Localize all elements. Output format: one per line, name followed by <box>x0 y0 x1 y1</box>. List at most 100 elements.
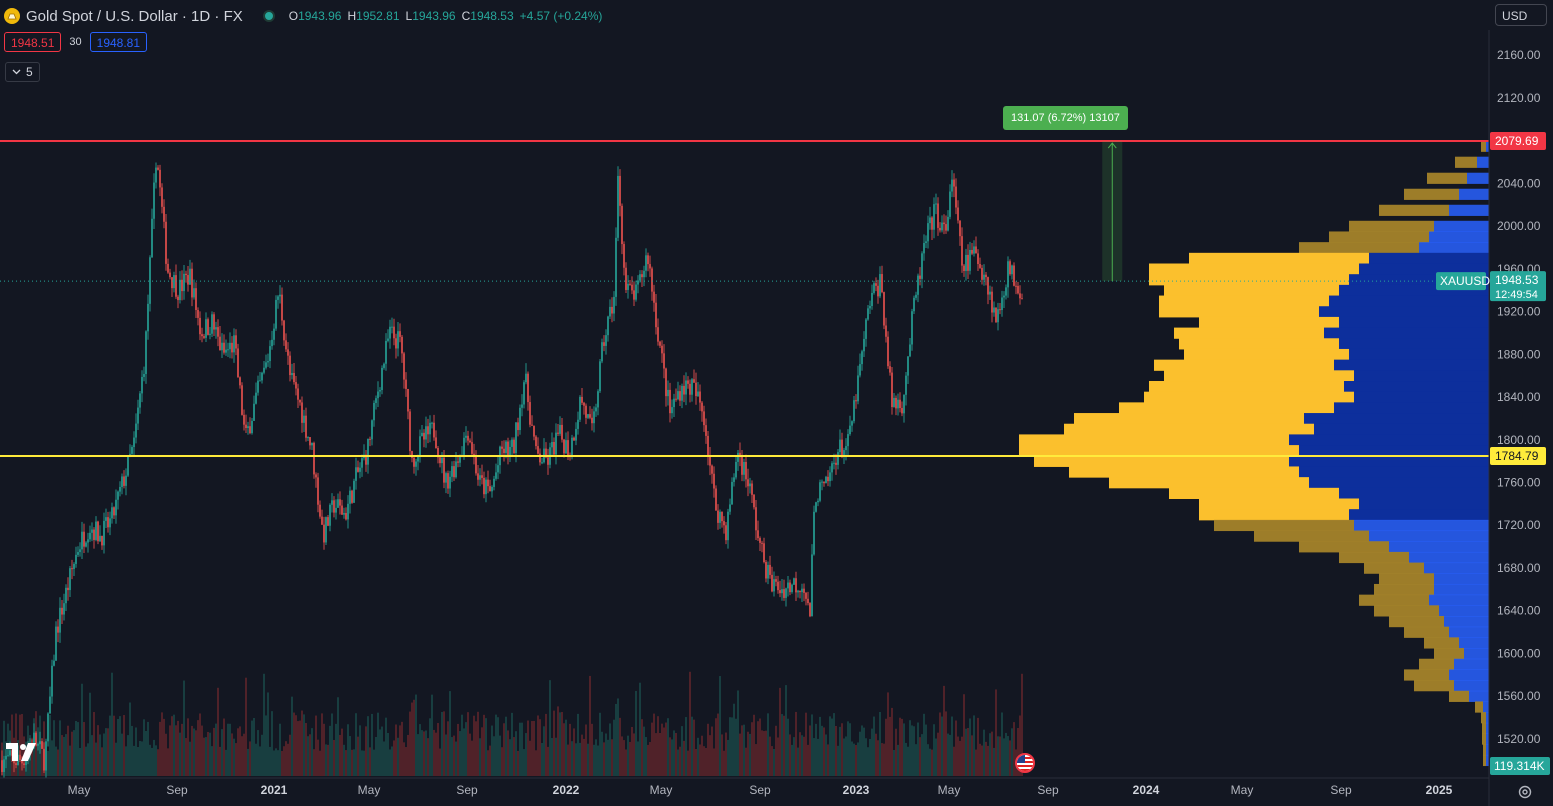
candle-body <box>655 302 657 328</box>
volume-bar <box>895 728 897 776</box>
volume-bar <box>915 744 917 776</box>
volume-bar <box>279 723 281 776</box>
indicators-toggle-button[interactable]: 5 <box>5 62 40 82</box>
candle-body <box>35 732 37 746</box>
sell-button[interactable]: 1948.51 <box>4 32 62 52</box>
candle-body <box>589 414 591 418</box>
volume-bar <box>647 744 649 776</box>
volume-bar <box>199 713 201 776</box>
candle-body <box>201 334 203 337</box>
volume-bar <box>825 734 827 776</box>
resistance-price-label: 2079.69 <box>1495 134 1539 148</box>
candle-body <box>39 741 41 745</box>
candle-body <box>347 503 349 520</box>
candle-body <box>885 325 887 337</box>
candle-body <box>689 383 691 395</box>
us-event-flag-icon[interactable] <box>1015 753 1035 773</box>
volume-bar <box>673 730 675 776</box>
volume-bar <box>637 741 639 776</box>
y-tick-label: 1880.00 <box>1497 347 1541 361</box>
volume-bar <box>577 713 579 776</box>
candle-body <box>143 374 145 377</box>
candle-body <box>5 755 7 760</box>
volume-bar <box>751 722 753 776</box>
candle-body <box>171 277 173 289</box>
candle-body <box>89 532 91 540</box>
volume-bar <box>867 747 869 776</box>
candle-body <box>815 502 817 512</box>
candle-body <box>225 349 227 353</box>
candle-body <box>877 285 879 297</box>
volume-bar <box>859 731 861 776</box>
volume-bar <box>191 725 193 776</box>
candle-body <box>353 480 355 503</box>
volume-bar <box>1003 738 1005 776</box>
volume-profile-up-bar <box>1364 562 1424 574</box>
volume-bar <box>603 742 605 776</box>
candle-body <box>923 243 925 254</box>
volume-bar <box>741 725 743 776</box>
volume-bar <box>403 742 405 776</box>
candle-body <box>449 476 451 489</box>
candle-body <box>361 458 363 468</box>
volume-bar <box>863 727 865 776</box>
tradingview-logo-icon[interactable] <box>6 743 38 764</box>
volume-bar <box>541 743 543 776</box>
candle-body <box>251 420 253 434</box>
candle-body <box>785 588 787 598</box>
volume-bar <box>671 739 673 776</box>
candle-body <box>751 483 753 495</box>
candle-body <box>749 483 751 487</box>
currency-selector[interactable]: USD <box>1495 4 1547 26</box>
chevron-down-icon <box>12 69 21 75</box>
candle-body <box>575 428 577 441</box>
candle-body <box>541 462 543 464</box>
volume-bar <box>501 747 503 776</box>
candle-body <box>759 538 761 543</box>
candle-body <box>71 568 73 570</box>
volume-bar <box>351 749 353 776</box>
candle-body <box>599 361 601 392</box>
candle-body <box>215 327 217 330</box>
volume-bar <box>745 747 747 776</box>
candle-body <box>219 336 221 351</box>
volume-bar <box>429 718 431 776</box>
volume-bar <box>757 721 759 776</box>
candle-body <box>683 385 685 395</box>
y-tick-label: 1640.00 <box>1497 604 1541 618</box>
volume-bar <box>835 725 837 776</box>
candle-body <box>911 311 913 345</box>
volume-bar <box>229 723 231 776</box>
volume-bar <box>481 727 483 776</box>
candle-body <box>63 603 65 615</box>
candle-body <box>169 272 171 278</box>
volume-profile-up-bar <box>1144 391 1354 403</box>
volume-bar <box>445 734 447 776</box>
volume-bar <box>949 734 951 776</box>
volume-bar <box>169 725 171 776</box>
buy-button[interactable]: 1948.81 <box>89 32 148 52</box>
volume-profile-up-bar <box>1199 316 1339 329</box>
volume-bar <box>607 739 609 776</box>
settings-gear-icon[interactable] <box>1517 784 1533 800</box>
volume-bar <box>935 738 937 776</box>
candle-body <box>45 741 47 771</box>
volume-bar <box>1017 727 1019 776</box>
candle-body <box>997 309 999 323</box>
volume-bar <box>687 750 689 776</box>
volume-bar <box>619 717 621 776</box>
candle-body <box>391 326 393 328</box>
volume-badge <box>1490 757 1550 775</box>
market-status-icon[interactable] <box>262 10 275 22</box>
symbol-title[interactable]: Gold Spot / U.S. Dollar · 1D · FX <box>26 7 243 25</box>
volume-bar <box>457 723 459 776</box>
x-tick-label: 2025 <box>1426 783 1453 797</box>
candle-body <box>1013 265 1015 286</box>
volume-bar <box>805 712 807 776</box>
candle-body <box>431 422 433 424</box>
volume-bar <box>855 745 857 776</box>
volume-bar <box>827 744 829 776</box>
volume-profile-up-bar <box>1379 204 1449 216</box>
x-tick-label: 2022 <box>553 783 580 797</box>
